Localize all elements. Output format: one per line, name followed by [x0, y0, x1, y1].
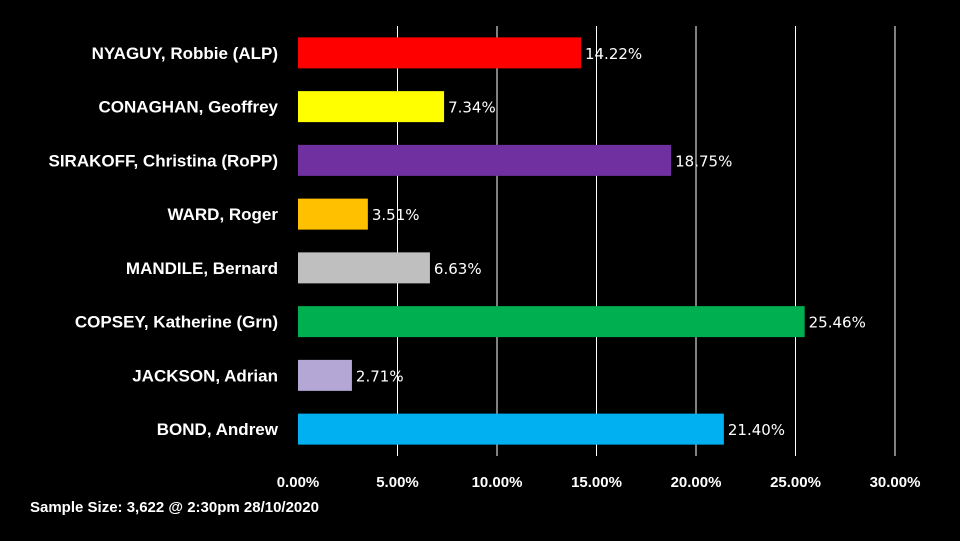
data-label: 21.40% — [728, 421, 785, 439]
category-label: WARD, Roger — [168, 205, 279, 224]
bars — [298, 37, 805, 445]
data-label: 7.34% — [448, 99, 496, 117]
x-tick-label: 25.00% — [770, 474, 821, 491]
gridlines — [397, 26, 896, 456]
x-tick-label: 5.00% — [376, 474, 419, 491]
bar — [298, 198, 368, 230]
bar — [298, 359, 352, 391]
data-labels: 14.22% 7.34% 18.75% 3.51% 6.63% 25.46% 2.71% 21… — [356, 45, 866, 439]
bar — [298, 306, 805, 338]
data-label: 25.46% — [809, 314, 866, 332]
sample-size-note: Sample Size: 3,622 @ 2:30pm 28/10/2020 — [30, 499, 319, 516]
bar — [298, 91, 445, 123]
category-label: COPSEY, Katherine (Grn) — [75, 313, 278, 332]
category-label: NYAGUY, Robbie (ALP) — [92, 44, 278, 63]
x-tick-label: 20.00% — [671, 474, 722, 491]
category-labels: NYAGUY, Robbie (ALP) CONAGHAN, Geoffrey SI… — [48, 44, 278, 439]
data-label: 14.22% — [585, 45, 642, 63]
x-tick-label: 15.00% — [571, 474, 622, 491]
category-label: CONAGHAN, Geoffrey — [99, 98, 279, 117]
bar — [298, 144, 672, 176]
data-label: 2.71% — [356, 367, 404, 385]
data-label: 3.51% — [372, 206, 420, 224]
x-tick-label: 30.00% — [870, 474, 921, 491]
bar — [298, 37, 581, 69]
category-label: BOND, Andrew — [157, 420, 279, 439]
bar — [298, 252, 430, 284]
bar — [298, 413, 724, 445]
category-label: JACKSON, Adrian — [132, 366, 278, 385]
category-label: SIRAKOFF, Christina (RoPP) — [48, 151, 278, 170]
x-axis-tick-labels: 0.00% 5.00% 10.00% 15.00% 20.00% 25.00% 30.00% — [277, 474, 921, 491]
category-label: MANDILE, Bernard — [126, 259, 278, 278]
data-label: 6.63% — [434, 260, 482, 278]
x-tick-label: 10.00% — [472, 474, 523, 491]
x-tick-label: 0.00% — [277, 474, 320, 491]
data-label: 18.75% — [675, 152, 732, 170]
